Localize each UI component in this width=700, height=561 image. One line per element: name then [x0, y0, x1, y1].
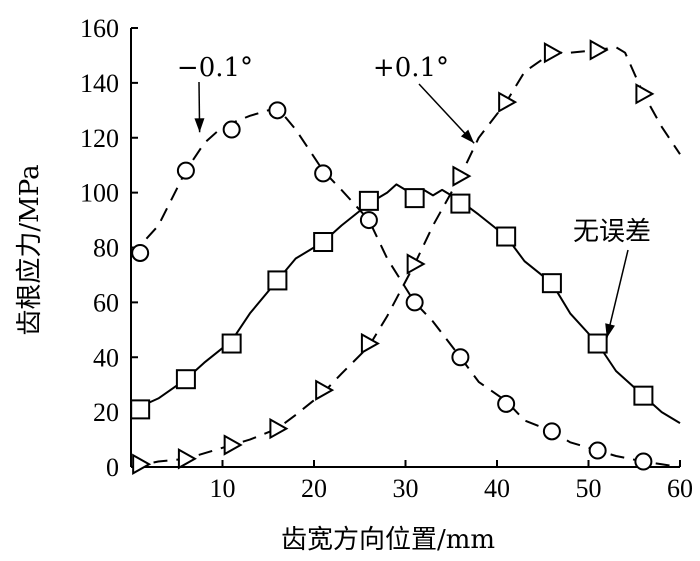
- y-tick-label: 20: [93, 398, 119, 427]
- x-tick-label: 30: [393, 474, 419, 503]
- data-point-square: [450, 193, 471, 214]
- axes: [130, 27, 681, 468]
- data-point-circle: [497, 394, 516, 413]
- data-point-triangle: [269, 417, 289, 440]
- data-point-circle: [542, 422, 561, 441]
- series-1: [130, 101, 681, 471]
- annotation-plus-label: +0.1°: [373, 53, 449, 83]
- x-tick-label: 40: [484, 474, 510, 503]
- data-point-triangle: [132, 453, 152, 475]
- data-point-triangle: [360, 332, 380, 355]
- annotation-no-error-arrow-head: [605, 323, 615, 339]
- data-point-square: [130, 399, 151, 420]
- series-line: [130, 106, 681, 468]
- data-point-square: [221, 333, 242, 354]
- data-point-square: [175, 369, 196, 390]
- data-point-square: [267, 270, 288, 291]
- data-point-square: [633, 385, 654, 406]
- x-tick-label: 50: [576, 474, 602, 503]
- data-point-circle: [176, 161, 195, 180]
- annotation-no-error-arrow: [606, 249, 629, 339]
- data-point-circle: [222, 120, 241, 139]
- x-tick-label: 20: [301, 474, 327, 503]
- x-axis-title: 齿宽方向位置/mm: [281, 525, 495, 555]
- data-point-circle: [268, 101, 287, 120]
- y-tick-label: 120: [80, 124, 119, 153]
- y-tick-label: 60: [93, 288, 119, 317]
- data-point-triangle: [315, 379, 335, 401]
- data-point-triangle: [635, 83, 655, 105]
- y-tick-label: 100: [80, 179, 119, 208]
- y-tick-label: 0: [106, 453, 119, 482]
- annotation-plus-arrow-head: [460, 129, 475, 144]
- tick-labels: 0 20 40 60 80 100 120 140 160 10 20 30 40 50 60: [80, 14, 693, 503]
- x-tick-label: 10: [210, 474, 236, 503]
- data-point-triangle: [543, 41, 563, 64]
- series-layer: [130, 39, 681, 475]
- data-point-circle: [131, 243, 150, 262]
- data-point-square: [496, 226, 517, 247]
- y-tick-label: 160: [80, 14, 119, 43]
- x-tick-label: 60: [667, 474, 693, 503]
- data-point-triangle: [589, 39, 609, 61]
- data-point-triangle: [177, 448, 197, 470]
- y-tick-label: 40: [93, 343, 119, 372]
- data-point-triangle: [406, 253, 426, 275]
- series-line: [130, 46, 681, 468]
- data-point-circle: [634, 452, 653, 471]
- annotation-no-error-label: 无误差: [573, 217, 651, 247]
- data-point-square: [404, 188, 425, 209]
- data-point-circle: [451, 348, 470, 367]
- data-point-circle: [588, 441, 607, 460]
- annotation-minus-label: −0.1°: [177, 53, 253, 83]
- data-point-square: [541, 273, 562, 294]
- series-3: [130, 183, 681, 424]
- y-axis-title: 齿根应力/MPa: [15, 164, 45, 335]
- data-point-triangle: [452, 165, 472, 187]
- data-point-triangle: [498, 91, 518, 113]
- annotation-minus-arrow-head: [194, 118, 205, 133]
- data-point-square: [587, 333, 608, 354]
- data-point-circle: [405, 293, 424, 312]
- y-tick-label: 140: [80, 69, 119, 98]
- data-point-square: [358, 190, 379, 211]
- data-point-triangle: [223, 434, 243, 456]
- y-tick-label: 80: [93, 234, 119, 263]
- annotations: −0.1° +0.1° 无误差: [177, 53, 651, 339]
- series-2: [130, 39, 681, 475]
- data-point-circle: [359, 211, 378, 230]
- data-point-square: [313, 232, 334, 253]
- data-point-circle: [314, 164, 333, 183]
